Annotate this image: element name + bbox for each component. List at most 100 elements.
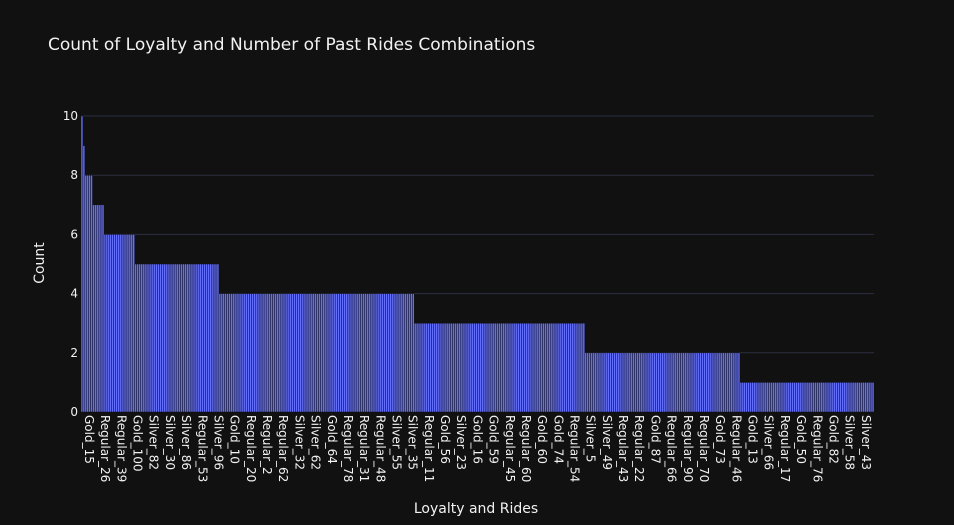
bar[interactable]	[327, 293, 331, 413]
bar[interactable]	[490, 322, 494, 413]
bar[interactable]	[657, 352, 660, 413]
bar[interactable]	[140, 263, 143, 413]
bar[interactable]	[417, 322, 421, 413]
bar[interactable]	[835, 382, 838, 413]
bar[interactable]	[437, 322, 440, 413]
bar[interactable]	[651, 352, 654, 413]
bar[interactable]	[714, 352, 718, 413]
bar[interactable]	[90, 174, 93, 413]
bar[interactable]	[718, 352, 722, 413]
bar[interactable]	[325, 293, 329, 413]
bar[interactable]	[283, 293, 287, 413]
bar[interactable]	[182, 263, 185, 413]
bar[interactable]	[239, 293, 243, 413]
bar[interactable]	[494, 322, 497, 413]
bar[interactable]	[211, 263, 214, 413]
bar[interactable]	[776, 382, 779, 413]
bar[interactable]	[802, 382, 806, 413]
bar[interactable]	[528, 322, 532, 413]
bar[interactable]	[193, 263, 197, 413]
bar[interactable]	[703, 352, 706, 413]
bar[interactable]	[230, 293, 233, 413]
bar[interactable]	[643, 352, 647, 413]
bar[interactable]	[818, 382, 821, 413]
bar[interactable]	[461, 322, 465, 413]
bar[interactable]	[136, 263, 139, 413]
bar[interactable]	[233, 293, 237, 413]
bar[interactable]	[684, 352, 687, 413]
bar[interactable]	[471, 322, 474, 413]
bar[interactable]	[115, 234, 118, 413]
bar[interactable]	[161, 263, 164, 413]
bar[interactable]	[120, 234, 124, 413]
bar[interactable]	[594, 352, 597, 413]
bar[interactable]	[686, 352, 689, 413]
bar[interactable]	[479, 322, 482, 413]
bar[interactable]	[113, 234, 116, 413]
bar[interactable]	[693, 352, 697, 413]
bar[interactable]	[691, 352, 695, 413]
bar[interactable]	[868, 382, 871, 413]
bar[interactable]	[753, 382, 756, 413]
bar[interactable]	[779, 382, 783, 413]
bar[interactable]	[618, 352, 622, 413]
bar[interactable]	[548, 322, 551, 413]
bar[interactable]	[163, 263, 166, 413]
bar[interactable]	[866, 382, 869, 413]
bar[interactable]	[381, 293, 384, 413]
bar[interactable]	[551, 322, 555, 413]
bar[interactable]	[739, 382, 743, 413]
bar[interactable]	[843, 382, 846, 413]
bar[interactable]	[278, 293, 281, 413]
bar[interactable]	[226, 293, 229, 413]
bar[interactable]	[588, 352, 591, 413]
bar[interactable]	[431, 322, 434, 413]
bar[interactable]	[371, 293, 375, 413]
bar[interactable]	[80, 115, 84, 413]
bar[interactable]	[806, 382, 810, 413]
bar[interactable]	[362, 293, 365, 413]
bar[interactable]	[438, 322, 442, 413]
bar[interactable]	[557, 322, 561, 413]
bar[interactable]	[584, 352, 587, 413]
bar[interactable]	[410, 293, 413, 413]
bar[interactable]	[276, 293, 279, 413]
bar[interactable]	[511, 322, 515, 413]
bar[interactable]	[412, 293, 415, 413]
bar[interactable]	[607, 352, 610, 413]
bar[interactable]	[814, 382, 817, 413]
bar[interactable]	[408, 293, 411, 413]
bar[interactable]	[333, 293, 337, 413]
bar[interactable]	[576, 322, 580, 413]
bar[interactable]	[542, 322, 545, 413]
bar[interactable]	[754, 382, 758, 413]
bar[interactable]	[611, 352, 614, 413]
bar[interactable]	[783, 382, 787, 413]
bar[interactable]	[850, 382, 854, 413]
bar[interactable]	[339, 293, 342, 413]
bar[interactable]	[195, 263, 199, 413]
bar[interactable]	[199, 263, 202, 413]
bar[interactable]	[856, 382, 859, 413]
bar[interactable]	[287, 293, 291, 413]
bar[interactable]	[555, 322, 559, 413]
bar[interactable]	[498, 322, 501, 413]
bar[interactable]	[766, 382, 769, 413]
bar[interactable]	[304, 293, 308, 413]
bar[interactable]	[448, 322, 451, 413]
bar[interactable]	[322, 293, 325, 413]
bar[interactable]	[622, 352, 626, 413]
bar[interactable]	[808, 382, 812, 413]
bar[interactable]	[237, 293, 241, 413]
bar[interactable]	[789, 382, 792, 413]
bar[interactable]	[632, 352, 635, 413]
bar[interactable]	[168, 263, 172, 413]
bar[interactable]	[527, 322, 530, 413]
bar[interactable]	[222, 293, 225, 413]
bar[interactable]	[793, 382, 796, 413]
bar[interactable]	[858, 382, 861, 413]
bar[interactable]	[655, 352, 658, 413]
bar[interactable]	[128, 234, 132, 413]
bar[interactable]	[348, 293, 352, 413]
bar[interactable]	[521, 322, 524, 413]
